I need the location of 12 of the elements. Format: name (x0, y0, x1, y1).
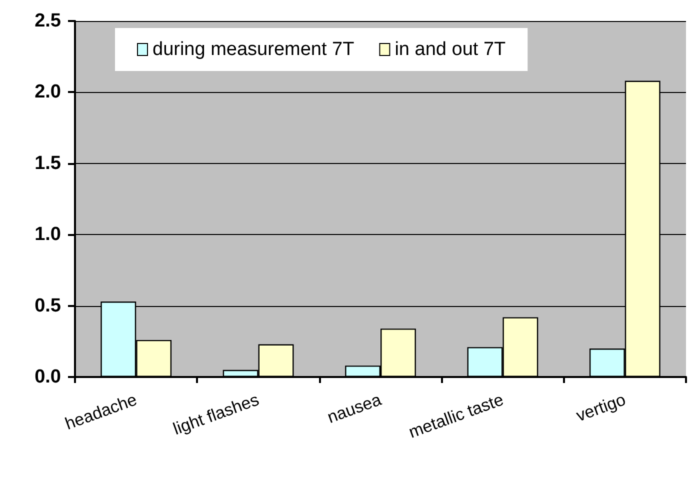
y-tick-label: 1.0 (34, 224, 61, 246)
y-tick-label: 0.0 (34, 366, 61, 388)
x-tick-label: metallic taste (406, 390, 506, 442)
x-tick-label: vertigo (574, 390, 628, 426)
legend-label: in and out 7T (394, 39, 506, 60)
x-tick-label: nausea (324, 390, 384, 427)
y-tick-label: 2.5 (34, 10, 62, 32)
legend-label: during measurement 7T (152, 39, 355, 60)
x-tick-label: light flashes (170, 390, 262, 439)
y-tick-label: 1.5 (34, 152, 62, 174)
y-tick-label: 0.5 (34, 295, 62, 316)
y-tick-label: 2.0 (34, 82, 61, 103)
